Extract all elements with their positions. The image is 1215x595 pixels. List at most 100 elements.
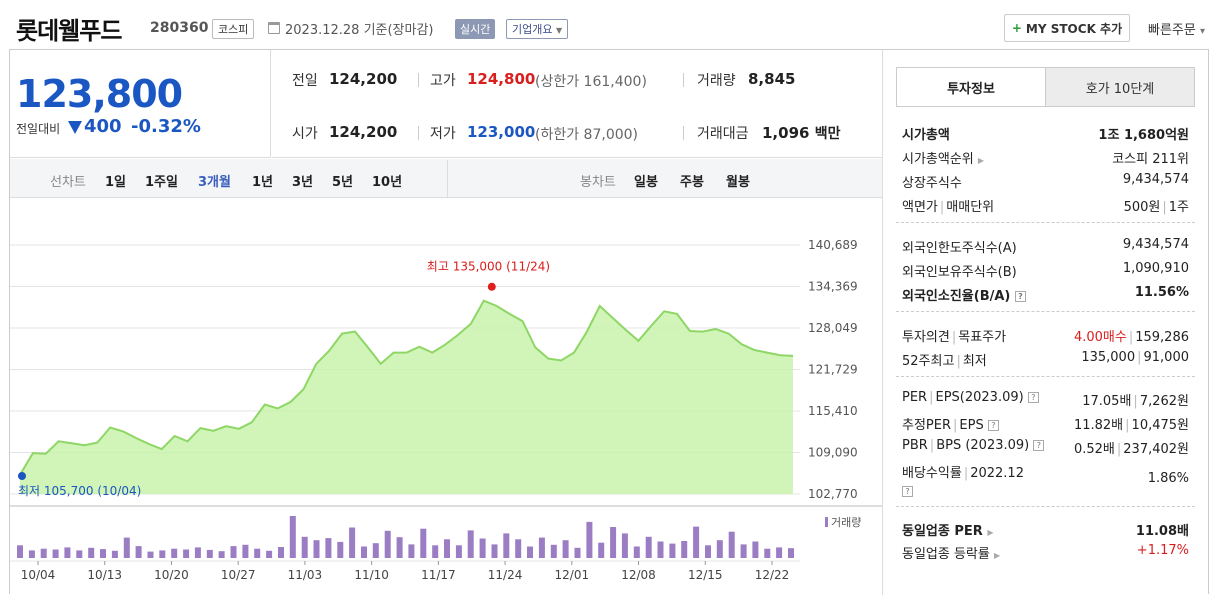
volume-bar <box>171 548 178 558</box>
volume-bar <box>467 530 474 558</box>
x-tick-label: 11/10 <box>354 568 389 582</box>
per-label: PER | EPS(2023.09) ? <box>902 390 1039 405</box>
mcap-rank-label[interactable]: 시가총액순위 ▶ <box>902 152 985 167</box>
volume-bar <box>337 541 344 558</box>
foreign-hold-label: 외국인보유주식수(B) <box>902 265 1017 280</box>
foreign-ratio-value: 11.56% <box>1134 285 1189 300</box>
volume-bar <box>147 551 154 558</box>
volume-bar <box>325 538 332 558</box>
volume-bar <box>230 546 237 558</box>
shares-value: 9,434,574 <box>1122 172 1189 187</box>
volume-bar <box>111 550 118 558</box>
candle-weekly[interactable]: 주봉 <box>680 175 704 190</box>
volume-bar <box>776 547 783 558</box>
industry-rate-label[interactable]: 동일업종 등락률 ▶ <box>902 547 1001 562</box>
volume-bar <box>301 536 308 558</box>
volume-bar <box>135 546 142 558</box>
volume-bar <box>716 540 723 558</box>
help-icon[interactable]: ? <box>1033 440 1045 451</box>
quick-order-button[interactable]: 빠른주문 ▾ <box>1148 23 1206 38</box>
x-tick-label: 10/13 <box>87 568 122 582</box>
x-tick-label: 12/22 <box>755 568 790 582</box>
volume-bar <box>64 547 71 558</box>
tab-invest-info[interactable]: 투자정보 <box>896 67 1046 107</box>
industry-per-label[interactable]: 동일업종 PER ▶ <box>902 524 994 539</box>
volume-bar <box>194 547 201 558</box>
volume-bar <box>76 550 83 558</box>
pbr-label: PBR | BPS (2023.09) ? <box>902 438 1045 453</box>
volume-label: 거래량 <box>697 73 736 89</box>
y-tick-label: 134,369 <box>808 280 858 294</box>
volume-bar <box>657 541 664 558</box>
opinion-label: 투자의견 | 목표주가 <box>902 330 1007 345</box>
high-label: 고가 <box>430 73 456 89</box>
volume-value: 8,845 <box>748 70 796 88</box>
candle-daily[interactable]: 일봉 <box>634 175 658 190</box>
w52-value: 135,000 | 91,000 <box>1081 350 1189 365</box>
y-tick-label: 121,729 <box>808 363 858 377</box>
period-5y[interactable]: 5년 <box>332 175 354 190</box>
volume-bar <box>705 545 711 558</box>
period-1y[interactable]: 1년 <box>252 175 274 190</box>
volume-bar <box>349 527 356 558</box>
period-10y[interactable]: 10년 <box>372 175 403 190</box>
volume-bar <box>455 545 462 558</box>
help-icon[interactable]: ? <box>1014 291 1026 302</box>
volume-bar <box>574 547 581 558</box>
volume-bar <box>538 537 545 558</box>
shares-label: 상장주식수 <box>902 176 962 191</box>
change-value: 400 <box>84 116 122 137</box>
foreign-limit-value: 9,434,574 <box>1122 237 1189 252</box>
min-label: 최저 105,700 (10/04) <box>18 484 141 498</box>
amount-label: 거래대금 <box>697 126 749 142</box>
change-percent: -0.32% <box>131 116 201 137</box>
volume-bar <box>361 546 367 558</box>
volume-bar <box>491 544 498 558</box>
x-tick-label: 10/04 <box>21 568 56 582</box>
volume-bar <box>645 536 652 558</box>
realtime-button[interactable]: 실시간 <box>455 19 496 39</box>
volume-bar <box>515 539 522 558</box>
volume-bar <box>586 521 593 558</box>
volume-bar <box>669 543 676 558</box>
price-line <box>19 299 794 476</box>
volume-bar <box>123 537 130 558</box>
period-1w[interactable]: 1주일 <box>145 175 178 190</box>
volume-bar <box>740 544 747 558</box>
mystock-add-button[interactable]: + MY STOCK 추가 <box>1004 14 1130 42</box>
open-value: 124,200 <box>329 123 398 141</box>
volume-bar <box>278 547 284 558</box>
down-triangle-icon <box>68 121 82 134</box>
period-1d[interactable]: 1일 <box>105 175 127 190</box>
help-icon[interactable]: ? <box>987 420 999 431</box>
volume-bar <box>527 546 533 558</box>
volume-bar <box>444 539 450 558</box>
foreign-limit-label: 외국인한도주식수(A) <box>902 241 1017 256</box>
x-tick-label: 12/15 <box>688 568 723 582</box>
mcap-value: 1조 1,680억원 <box>1098 128 1189 143</box>
volume-bar <box>384 530 391 558</box>
eper-label: 추정PER | EPS ? <box>902 414 999 433</box>
volume-legend-swatch <box>825 517 828 527</box>
period-3y[interactable]: 3년 <box>292 175 314 190</box>
volume-bar <box>420 528 427 558</box>
volume-bar <box>88 547 95 558</box>
x-tick-label: 12/01 <box>555 568 590 582</box>
x-tick-label: 10/27 <box>221 568 256 582</box>
candle-monthly[interactable]: 월봉 <box>726 175 750 190</box>
price-panel <box>10 50 271 158</box>
volume-bar <box>396 537 403 558</box>
corp-info-dropdown[interactable]: 기업개요 ▼ <box>506 19 569 39</box>
min-point <box>18 472 26 480</box>
tab-hoga[interactable]: 호가 10단계 <box>1045 67 1195 107</box>
period-3m[interactable]: 3개월 <box>198 175 231 190</box>
mcap-rank-value: 코스피 211위 <box>1112 152 1189 167</box>
per-value: 17.05배 | 7,262원 <box>1082 394 1189 409</box>
volume-bar <box>52 549 59 558</box>
dividend-help[interactable]: ? <box>902 484 913 499</box>
help-icon[interactable]: ? <box>1027 392 1039 403</box>
volume-bar <box>242 544 249 558</box>
help-icon: ? <box>902 486 913 497</box>
main-frame <box>9 49 1209 594</box>
line-chart-label: 선차트 <box>50 175 86 190</box>
